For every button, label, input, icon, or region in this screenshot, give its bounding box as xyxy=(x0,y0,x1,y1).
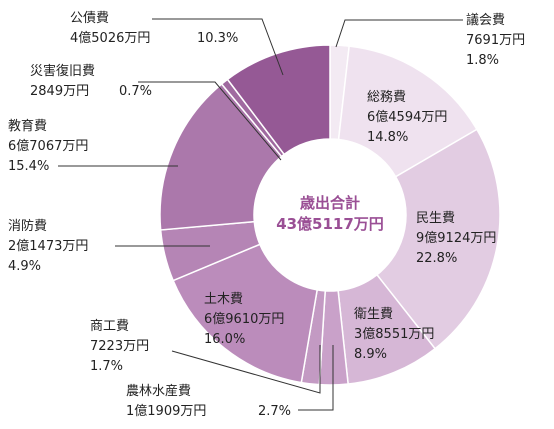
donut-slices xyxy=(159,44,501,386)
label-eiseihi: 衛生費 3億8551万円 8.9% xyxy=(354,307,434,362)
label-gikaihi-percent: 1.8% xyxy=(466,53,499,68)
label-kosaihi: 公債費 4億5026万円 10.3% xyxy=(70,11,238,46)
label-dobokuhi: 土木費 6億9610万円 16.0% xyxy=(204,292,284,347)
label-shobohi-amount: 2億1473万円 xyxy=(8,238,88,254)
label-norinsuisanhi-amount: 1億1909万円 xyxy=(126,403,206,419)
donut-slice-6 xyxy=(172,243,319,384)
label-saigaifukkyuhi-amount: 2849万円 xyxy=(30,84,89,99)
label-shokohi: 商工費 7223万円 1.7% xyxy=(90,319,149,374)
label-norinsuisanhi: 農林水産費 1億1909万円 2.7% xyxy=(126,383,291,419)
label-kosaihi-amount: 4億5026万円 xyxy=(70,30,150,46)
label-minseihi-name: 民生費 xyxy=(416,211,455,226)
label-dobokuhi-amount: 6億9610万円 xyxy=(204,311,284,327)
donut-slice-10 xyxy=(226,44,331,156)
label-shobohi-name: 消防費 xyxy=(8,218,47,234)
label-somuhi-name: 総務費 xyxy=(367,90,406,105)
donut-slice-1 xyxy=(337,45,478,178)
label-somuhi: 総務費 6億4594万円 14.8% xyxy=(367,90,447,145)
label-saigaifukkyuhi-percent: 0.7% xyxy=(119,84,152,99)
label-eiseihi-name: 衛生費 xyxy=(354,307,393,322)
label-minseihi-amount: 9億9124万円 xyxy=(416,230,496,246)
label-saigaifukkyuhi: 災害復旧費 2849万円 0.7% xyxy=(30,63,152,99)
label-norinsuisanhi-name: 農林水産費 xyxy=(126,383,191,399)
label-somuhi-amount: 6億4594万円 xyxy=(367,109,447,125)
label-gikaihi: 議会費 7691万円 1.8% xyxy=(466,13,525,68)
leader-lines xyxy=(58,18,463,411)
label-shokohi-percent: 1.7% xyxy=(90,359,123,374)
label-gikaihi-amount: 7691万円 xyxy=(466,33,525,48)
center-label-total: 43億5117万円 xyxy=(276,215,384,233)
label-kyoikuhi-percent: 15.4% xyxy=(8,159,49,174)
label-dobokuhi-percent: 16.0% xyxy=(204,332,245,347)
label-dobokuhi-name: 土木費 xyxy=(204,292,243,307)
label-saigaifukkyuhi-name: 災害復旧費 xyxy=(30,63,95,79)
center-label: 歳出合計 43億5117万円 xyxy=(276,194,384,233)
label-minseihi: 民生費 9億9124万円 22.8% xyxy=(416,211,496,266)
label-kosaihi-percent: 10.3% xyxy=(197,31,238,46)
label-shobohi-percent: 4.9% xyxy=(8,259,41,274)
label-kyoikuhi-amount: 6億7067万円 xyxy=(8,138,88,154)
donut-slice-2 xyxy=(375,128,501,350)
label-kosaihi-name: 公債費 xyxy=(70,11,109,26)
label-norinsuisanhi-percent: 2.7% xyxy=(258,404,291,419)
label-somuhi-percent: 14.8% xyxy=(367,130,408,145)
label-eiseihi-percent: 8.9% xyxy=(354,347,387,362)
center-label-title: 歳出合計 xyxy=(300,194,360,212)
label-shokohi-amount: 7223万円 xyxy=(90,339,149,354)
label-gikaihi-name: 議会費 xyxy=(466,13,505,28)
label-shokohi-name: 商工費 xyxy=(90,319,129,334)
label-kyoikuhi-name: 教育費 xyxy=(8,118,47,134)
label-eiseihi-amount: 3億8551万円 xyxy=(354,326,434,342)
label-kyoikuhi: 教育費 6億7067万円 15.4% xyxy=(8,118,88,174)
label-minseihi-percent: 22.8% xyxy=(416,251,457,266)
label-shobohi: 消防費 2億1473万円 4.9% xyxy=(8,218,88,274)
